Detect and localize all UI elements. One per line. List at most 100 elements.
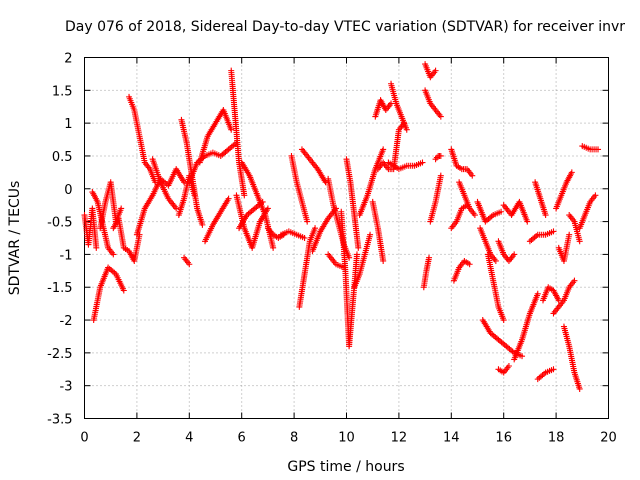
series-arc-54	[532, 179, 549, 219]
series-arc-45	[474, 198, 505, 225]
data-point	[437, 172, 444, 179]
data-point	[199, 221, 206, 228]
series-arc-41	[448, 146, 476, 179]
data-point	[469, 172, 476, 179]
x-tick-label: 6	[238, 431, 246, 446]
grid	[84, 57, 609, 419]
series-arc-38	[422, 87, 444, 120]
data-point	[110, 251, 117, 258]
series-arc-50	[495, 362, 512, 376]
series-arc-62	[576, 192, 599, 232]
data-point	[505, 362, 512, 369]
series-arc-43	[450, 257, 473, 284]
x-tick-label: 2	[133, 431, 141, 446]
data-point	[498, 208, 505, 215]
data-point	[264, 205, 271, 212]
data-point	[181, 179, 188, 186]
x-tick-label: 12	[391, 431, 408, 446]
data-point	[270, 244, 277, 251]
x-tick-label: 16	[495, 431, 512, 446]
y-tick-label: -0.5	[47, 216, 72, 231]
axis-ticks	[84, 57, 609, 419]
data-point	[576, 385, 583, 392]
y-tick-label: -1.5	[47, 281, 72, 296]
series-arc-14	[202, 195, 232, 245]
data-point	[241, 192, 248, 199]
data-point	[118, 205, 125, 212]
data-point	[592, 192, 599, 199]
series-arc-3	[90, 264, 127, 324]
data-point	[524, 218, 531, 225]
series-arc-31	[372, 97, 395, 120]
data-point	[571, 277, 578, 284]
data-point	[353, 251, 360, 258]
series-arc-57	[550, 277, 578, 317]
y-axis-label: SDTVAR / TECUs	[7, 181, 23, 296]
series-arc-22	[296, 225, 319, 310]
x-tick-label: 18	[548, 431, 565, 446]
y-tick-labels: -3.5 -3 -2.5 -2 -1.5 -1 -0.5 0 0.5 1 1.5 2	[47, 52, 72, 428]
data-point	[173, 205, 180, 212]
series-arc-55	[534, 366, 557, 383]
y-tick-label: 0	[64, 183, 72, 198]
x-tick-label: 8	[290, 431, 298, 446]
data-point	[595, 146, 602, 153]
series-arc-20	[278, 228, 308, 241]
data-point	[519, 353, 526, 360]
chart-title: Day 076 of 2018, Sidereal Day-to-day VTE…	[65, 19, 625, 35]
data-point	[550, 366, 557, 373]
data-point	[186, 261, 193, 268]
x-axis-label: GPS time / hours	[287, 459, 404, 475]
y-tick-label: 0.5	[52, 150, 73, 165]
series-arc-4	[97, 179, 125, 232]
series-arc-40	[432, 152, 444, 163]
data-point	[426, 254, 433, 261]
data-point	[500, 317, 507, 324]
data-point	[312, 225, 319, 232]
data-point	[419, 159, 426, 166]
series-arc-60	[560, 323, 583, 392]
data-point	[380, 146, 387, 153]
series-arc-29	[351, 231, 374, 291]
x-tick-label: 14	[443, 431, 460, 446]
series-arc-28	[343, 156, 362, 251]
data-point	[225, 195, 232, 202]
series-arc-58	[553, 169, 575, 212]
y-tick-label: 1	[64, 117, 72, 132]
series-arc-49	[495, 238, 518, 264]
series-arc-48	[484, 251, 507, 324]
y-tick-label: -2.5	[47, 347, 72, 362]
data-point	[228, 126, 235, 133]
series-arc-35	[385, 159, 426, 173]
series-arc-6	[126, 93, 159, 186]
series-arc-8	[149, 156, 180, 212]
data-point	[492, 257, 499, 264]
y-tick-label: -3.5	[47, 413, 72, 428]
x-tick-label: 0	[80, 431, 88, 446]
data-point	[437, 152, 444, 159]
series-arc-12	[186, 139, 240, 186]
series-arc-46	[477, 225, 499, 264]
data-point	[466, 261, 473, 268]
data-point	[120, 287, 127, 294]
y-tick-label: -1	[60, 248, 73, 263]
series-arc-53	[526, 228, 557, 245]
y-tick-label: -2	[60, 314, 73, 329]
data-point	[304, 218, 311, 225]
x-tick-label: 10	[338, 431, 355, 446]
series-arc-10	[178, 116, 206, 228]
data-point	[568, 169, 575, 176]
data-point	[550, 228, 557, 235]
series-arc-23	[298, 146, 329, 186]
series-arc-18	[236, 198, 266, 232]
series-arc-5	[110, 215, 143, 264]
data-point	[542, 212, 549, 219]
series-arc-37	[422, 61, 439, 81]
data-point	[471, 212, 478, 219]
series-arc-32	[369, 198, 387, 264]
x-tick-label: 20	[600, 431, 617, 446]
series-arc-1	[81, 205, 100, 251]
y-tick-label: -3	[60, 380, 73, 395]
data-point	[355, 244, 362, 251]
